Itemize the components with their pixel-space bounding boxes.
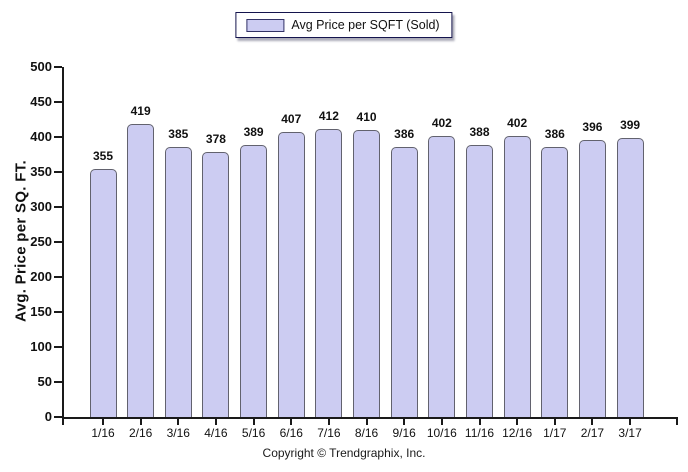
bar [353, 130, 380, 417]
bar [90, 169, 117, 417]
y-tick-mark [54, 136, 62, 138]
bar [504, 136, 531, 417]
legend-label: Avg Price per SQFT (Sold) [291, 18, 440, 32]
y-axis-line [62, 67, 64, 419]
y-tick-label: 0 [44, 409, 52, 424]
x-tick-label: 6/16 [279, 426, 303, 440]
bar-value-label: 385 [168, 127, 189, 141]
bar-value-label: 412 [318, 109, 339, 123]
bar-value-label: 388 [469, 125, 490, 139]
bar-value-label: 399 [620, 118, 641, 132]
y-tick-mark [54, 346, 62, 348]
x-tick-label: 1/16 [91, 426, 115, 440]
bar [165, 147, 192, 417]
x-tick-mark [478, 419, 481, 425]
y-tick-label: 300 [30, 199, 52, 214]
x-tick-mark [214, 419, 217, 425]
x-tick-label: 5/16 [241, 426, 266, 440]
x-tick-mark [403, 419, 406, 425]
bar-value-label: 419 [130, 104, 151, 118]
y-tick-label: 250 [30, 234, 52, 249]
bar-value-label: 386 [394, 127, 415, 141]
y-tick-label: 500 [30, 59, 52, 74]
x-tick-mark [629, 419, 632, 425]
bar [428, 136, 455, 417]
x-tick-mark [252, 419, 255, 425]
x-tick-mark [676, 419, 678, 425]
x-tick-mark [327, 419, 330, 425]
x-tick-mark [102, 419, 104, 425]
y-tick-label: 50 [37, 374, 52, 389]
x-tick-mark [62, 419, 64, 425]
bar-value-label: 355 [92, 149, 114, 163]
x-tick-label: 3/16 [166, 426, 190, 440]
bar-value-label: 402 [431, 116, 452, 130]
x-tick-label: 12/16 [502, 426, 533, 440]
x-tick-mark [365, 419, 368, 425]
bar [240, 145, 267, 417]
x-tick-label: 2/17 [580, 426, 605, 440]
x-tick-mark [440, 419, 443, 425]
x-tick-label: 8/16 [354, 426, 379, 440]
bar [466, 145, 493, 417]
x-tick-label: 11/16 [464, 426, 495, 440]
x-tick-mark [553, 419, 556, 425]
x-tick-label: 1/17 [543, 426, 567, 440]
y-tick-mark [54, 171, 62, 173]
y-tick-label: 400 [30, 129, 52, 144]
x-tick-label: 10/16 [426, 426, 457, 440]
bar-value-label: 378 [205, 132, 226, 146]
bar-value-label: 402 [507, 116, 528, 130]
y-tick-label: 100 [30, 339, 52, 354]
y-tick-label: 350 [30, 164, 52, 179]
y-tick-mark [54, 416, 62, 418]
x-tick-label: 2/16 [128, 426, 153, 440]
x-tick-mark [290, 419, 293, 425]
x-tick-mark [591, 419, 594, 425]
x-tick-mark [516, 419, 519, 425]
y-tick-label: 150 [30, 304, 52, 319]
bar [541, 147, 568, 417]
x-tick-label: 7/16 [317, 426, 341, 440]
y-tick-mark [54, 381, 62, 383]
y-tick-mark [54, 101, 62, 103]
x-axis-line [62, 417, 678, 419]
bar [127, 124, 154, 417]
y-tick-mark [54, 276, 62, 278]
y-tick-mark [54, 66, 62, 68]
bar [278, 132, 305, 417]
copyright-text: Copyright © Trendgraphix, Inc. [262, 446, 426, 460]
x-tick-mark [139, 419, 142, 425]
bar-value-label: 407 [281, 112, 302, 126]
bar-value-label: 389 [243, 125, 264, 139]
bar [391, 147, 418, 417]
y-tick-mark [54, 206, 62, 208]
bar-value-label: 410 [356, 110, 377, 124]
y-tick-mark [54, 311, 62, 313]
bar-value-label: 396 [582, 120, 603, 134]
legend-swatch-icon [246, 18, 285, 32]
x-tick-mark [177, 419, 180, 425]
bar [202, 152, 229, 417]
x-tick-label: 3/17 [618, 426, 642, 440]
y-tick-label: 200 [30, 269, 52, 284]
bar [579, 140, 606, 417]
y-tick-mark [54, 241, 62, 243]
bar [315, 129, 342, 417]
x-tick-label: 9/16 [392, 426, 416, 440]
x-tick-label: 4/16 [204, 426, 228, 440]
legend: Avg Price per SQFT (Sold) [235, 12, 453, 38]
bar [617, 138, 644, 417]
bar-value-label: 386 [544, 127, 565, 141]
y-tick-label: 450 [30, 94, 52, 109]
